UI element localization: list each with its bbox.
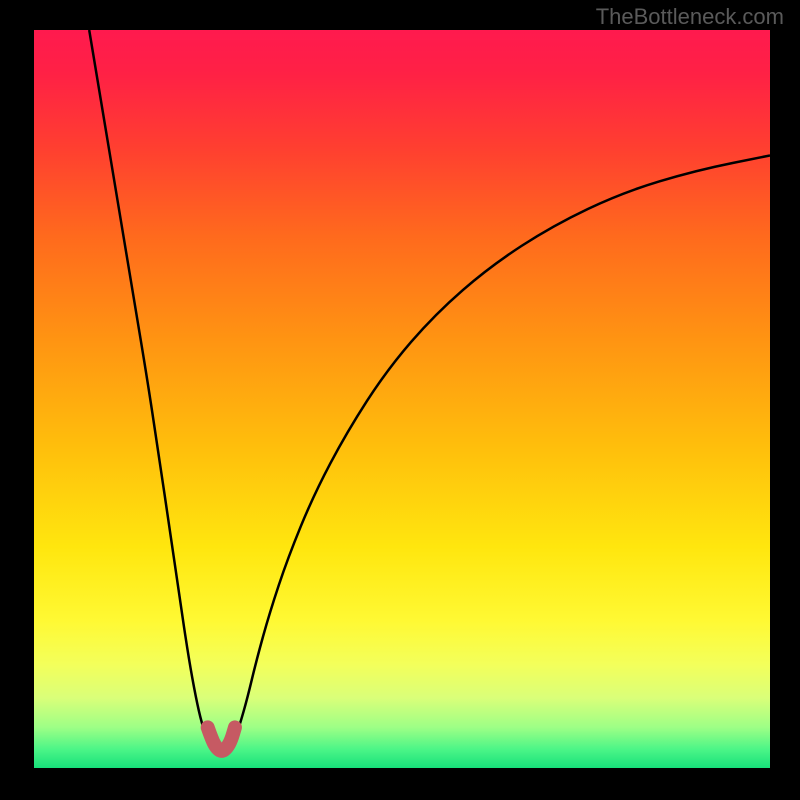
watermark-text: TheBottleneck.com — [596, 4, 784, 30]
chart-plot — [34, 30, 770, 768]
gradient-background — [34, 30, 770, 768]
outer-frame — [0, 0, 800, 800]
